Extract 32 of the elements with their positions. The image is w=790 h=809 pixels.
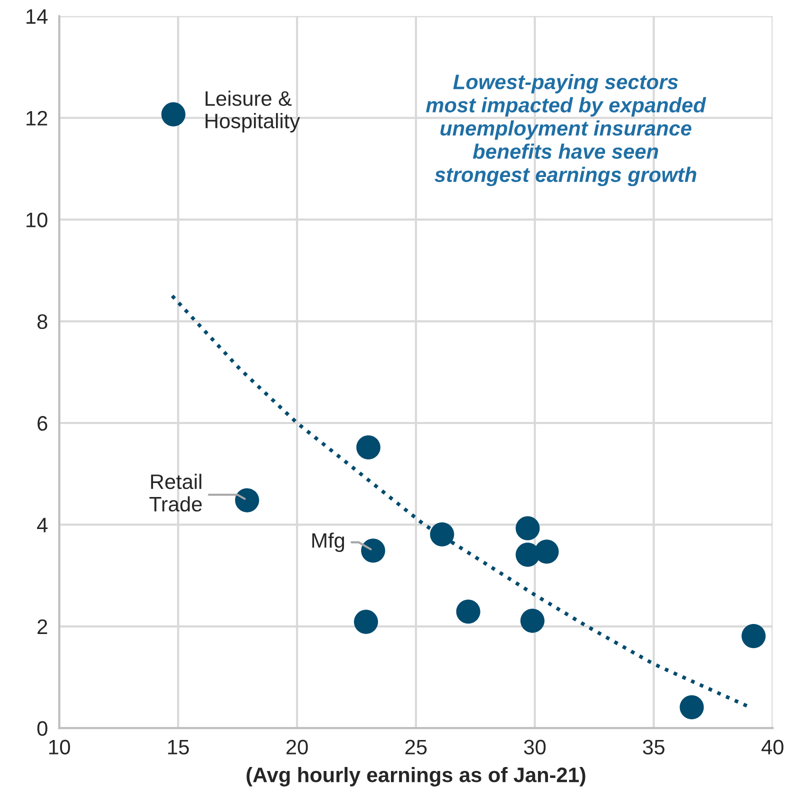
point <box>235 488 260 512</box>
point <box>354 610 378 634</box>
point <box>534 540 559 564</box>
point <box>516 516 540 540</box>
point <box>430 522 454 546</box>
point <box>456 600 480 624</box>
point <box>742 624 766 648</box>
annotation: Retail Trade <box>149 474 202 512</box>
y-tick-label: 14 <box>26 9 48 24</box>
y-tick-label: 6 <box>38 416 48 431</box>
y-tick-label: 4 <box>37 518 48 532</box>
y-tick-label: 2 <box>38 619 48 634</box>
x-tick-label: 15 <box>168 740 189 755</box>
y-tick-label: 0 <box>37 721 48 736</box>
x-tick-label: 40 <box>762 740 784 755</box>
point <box>361 538 386 563</box>
point <box>356 435 380 460</box>
point <box>680 695 704 720</box>
x-tick-label: 25 <box>405 740 427 755</box>
y-tick-label: 10 <box>26 212 48 228</box>
x-tick-label: 35 <box>642 740 664 755</box>
y-tick-label: 8 <box>37 314 48 330</box>
annotation: Leisure & Hospitality <box>206 90 300 132</box>
y-tick-label: 12 <box>26 110 48 126</box>
point <box>520 608 544 633</box>
annotation: Mfg <box>312 532 344 552</box>
x-tick-label: 30 <box>524 740 546 755</box>
annotation: Lowest-paying sectors most impacted by expanded unemployment insurance benefits have seen strongest earnings growth <box>426 74 706 186</box>
point <box>161 102 186 126</box>
x-axis-title: (Avg hourly earnings as of Jan-21) <box>246 766 586 786</box>
x-tick-label: 10 <box>49 740 70 755</box>
x-tick-label: 20 <box>286 740 308 755</box>
